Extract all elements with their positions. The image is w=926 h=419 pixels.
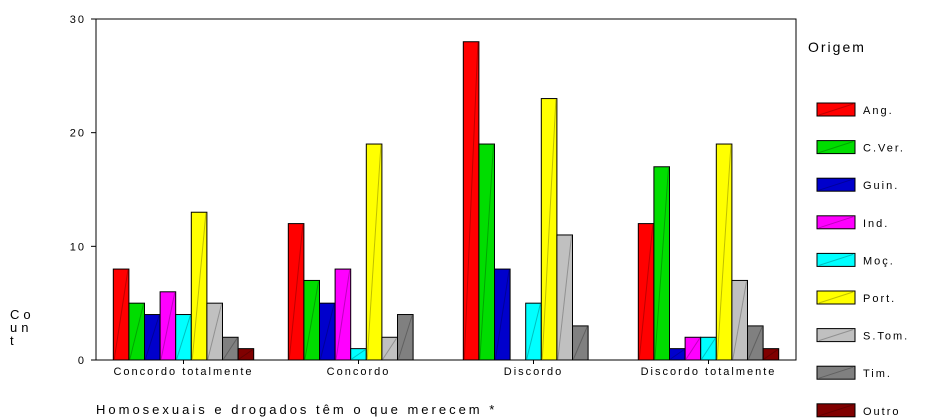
- x-tick-label: Concordo totalmente: [113, 366, 253, 378]
- y-title-line: un: [10, 320, 32, 335]
- legend-label: Guin.: [863, 180, 899, 192]
- bar-hatch: [238, 349, 253, 360]
- bar-hatch: [479, 145, 494, 360]
- bars: [112, 41, 780, 361]
- y-title-line: Co: [10, 307, 35, 322]
- y-tick-label: 0: [78, 355, 86, 367]
- y-tick-label: 20: [70, 128, 86, 140]
- legend-swatch-hatch: [818, 291, 854, 304]
- x-tick-label: Discordo: [504, 366, 563, 378]
- bar-hatch: [382, 337, 397, 360]
- bar-hatch: [335, 269, 351, 360]
- bar-hatch: [732, 281, 747, 360]
- legend-swatch-hatch: [818, 329, 854, 342]
- y-tick-label: 30: [70, 14, 86, 26]
- bar-hatch: [763, 349, 778, 360]
- bar-hatch: [670, 349, 685, 360]
- bar-hatch: [463, 42, 479, 360]
- legend-swatch-hatch: [818, 103, 854, 116]
- x-axis: Concordo totalmente Concordo Discordo Disco…: [113, 360, 777, 378]
- legend-label: C.Ver.: [863, 143, 905, 155]
- legend-swatch-hatch: [818, 366, 854, 379]
- bar-hatch: [716, 145, 732, 360]
- y-tick-label: 10: [70, 241, 86, 253]
- x-axis-title: Homosexuais e drogados têm o que merecem…: [96, 402, 497, 417]
- bar-hatch: [701, 337, 716, 360]
- bar-hatch: [495, 269, 510, 360]
- bar-hatch: [573, 326, 588, 360]
- bar-hatch: [223, 337, 238, 360]
- bar-hatch: [541, 99, 557, 360]
- bar-hatch: [304, 281, 319, 360]
- bar-hatch: [320, 304, 335, 360]
- legend-swatch-hatch: [818, 178, 854, 191]
- y-axis: 0 10 20 30: [70, 14, 96, 367]
- plot-frame: [95, 18, 797, 361]
- legend-label: Moç.: [863, 255, 895, 267]
- bar-hatch: [366, 145, 382, 360]
- bar-hatch: [654, 167, 669, 360]
- legend-label: Outro: [863, 406, 901, 418]
- x-tick-label: Discordo totalmente: [641, 366, 777, 378]
- bar-hatch: [351, 349, 366, 360]
- legend-swatch-hatch: [818, 253, 854, 266]
- legend-label: S.Tom.: [863, 331, 909, 343]
- y-title-line: t: [10, 333, 18, 348]
- bar-hatch: [129, 304, 144, 360]
- bar-hatch: [207, 304, 222, 360]
- bar-hatch: [145, 315, 160, 360]
- bar-hatch: [557, 235, 572, 360]
- legend-label: Ind.: [863, 218, 889, 230]
- legend-label: Port.: [863, 293, 896, 305]
- bar-hatch: [398, 315, 413, 360]
- bar-hatch: [160, 292, 176, 360]
- bar-hatch: [113, 269, 129, 360]
- bar-hatch: [748, 326, 763, 360]
- legend-swatch-hatch: [818, 141, 854, 154]
- x-tick-label: Concordo: [327, 366, 391, 378]
- bar-hatch: [288, 224, 304, 360]
- bar-hatch: [176, 315, 191, 360]
- bar-hatch: [685, 337, 701, 360]
- bar-hatch: [191, 213, 207, 360]
- bar-hatch: [638, 224, 654, 360]
- legend-swatch-hatch: [818, 216, 854, 229]
- legend-label: Tim.: [863, 368, 892, 380]
- bar-hatch: [526, 304, 541, 360]
- legend-label: Ang.: [863, 105, 894, 117]
- legend-title: Origem: [808, 39, 866, 55]
- legend: Origem Ang. C.Ver. Guin. Ind. Moç. Port. S.Tom…: [808, 39, 909, 418]
- plot-area: [95, 18, 797, 361]
- legend-swatch-hatch: [818, 404, 854, 417]
